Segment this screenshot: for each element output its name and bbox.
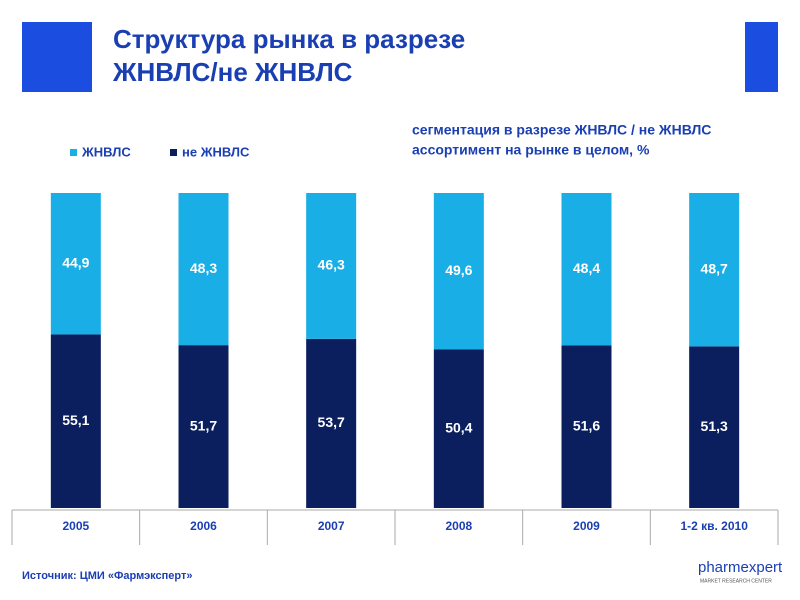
bar-segment (433, 193, 484, 350)
x-tick-label: 2007 (318, 519, 345, 533)
x-tick-label: 2008 (445, 519, 472, 533)
legend-label: не ЖНВЛС (182, 144, 250, 159)
legend-swatch (70, 149, 77, 156)
bar-segment (689, 346, 740, 508)
bar-segment (561, 193, 612, 346)
logo: pharmexpert (698, 559, 783, 576)
data-label: 44,9 (62, 254, 89, 270)
data-label: 48,3 (190, 260, 217, 276)
decor-square (745, 22, 778, 92)
data-label: 53,7 (318, 414, 345, 430)
data-label: 51,6 (573, 417, 600, 433)
data-label: 48,4 (573, 260, 600, 276)
data-label: 51,7 (190, 417, 217, 433)
data-label: 46,3 (318, 257, 345, 273)
legend-swatch (170, 149, 177, 156)
bar-segment (306, 338, 357, 508)
chart-subtitle: сегментация в разрезе ЖНВЛС / не ЖНВЛС (412, 122, 711, 138)
x-tick-label: 2006 (190, 519, 217, 533)
bar-segment (306, 193, 357, 339)
bar-segment (50, 193, 101, 335)
bar-segment (178, 193, 229, 346)
x-tick-label: 1-2 кв. 2010 (680, 519, 748, 533)
chart-title: Структура рынка в разрезе (113, 24, 465, 54)
logo-subtitle: MARKET RESEARCH CENTER (700, 578, 772, 584)
chart-subtitle: ассортимент на рынке в целом, % (412, 142, 650, 158)
bar-segment (50, 334, 101, 508)
source-note: Источник: ЦМИ «Фармэксперт» (22, 570, 192, 582)
chart-title: ЖНВЛС/не ЖНВЛС (112, 57, 353, 87)
bar-segment (178, 345, 229, 508)
data-label: 50,4 (445, 419, 472, 435)
x-tick-label: 2009 (573, 519, 600, 533)
data-label: 51,3 (701, 418, 728, 434)
x-tick-label: 2005 (62, 519, 89, 533)
data-label: 55,1 (62, 412, 89, 428)
bar-segment (689, 193, 740, 347)
decor-square (22, 22, 92, 92)
legend-label: ЖНВЛС (81, 144, 131, 159)
data-label: 48,7 (701, 260, 728, 276)
bar-segment (433, 349, 484, 508)
bar-segment (561, 345, 612, 508)
data-label: 49,6 (445, 262, 472, 278)
